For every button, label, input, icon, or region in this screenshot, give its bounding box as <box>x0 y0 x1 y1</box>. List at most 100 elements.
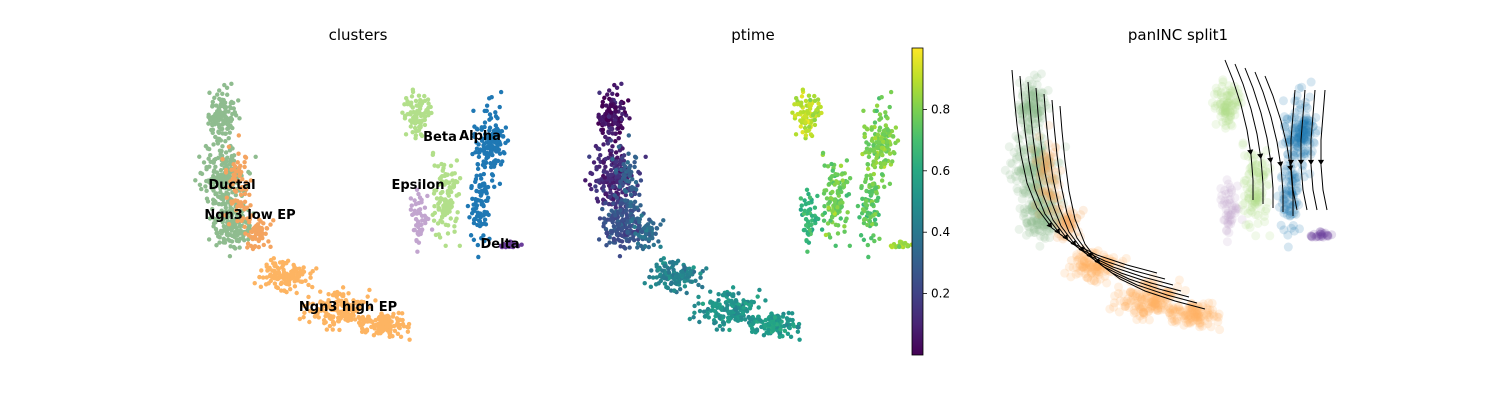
cluster-point <box>250 246 256 252</box>
cluster-point <box>217 108 222 114</box>
cluster-point <box>483 222 489 227</box>
ptime-point <box>627 116 632 121</box>
cluster-point <box>283 280 288 286</box>
cluster-point <box>326 297 331 303</box>
cluster-point <box>307 319 312 325</box>
cluster-point <box>448 216 453 221</box>
cluster-point <box>489 94 494 100</box>
cluster-point <box>473 150 478 155</box>
cluster-point <box>499 244 504 249</box>
ptime-point <box>619 81 624 87</box>
stream-point <box>1018 118 1028 128</box>
ptime-point <box>696 301 701 306</box>
ptime-point <box>878 161 883 166</box>
cluster-point <box>223 114 228 119</box>
cluster-point <box>420 113 426 118</box>
ptime-point <box>860 207 866 212</box>
cluster-label: Alpha <box>459 129 501 144</box>
ptime-point <box>885 144 890 149</box>
ptime-point <box>855 203 861 209</box>
cluster-point <box>213 226 219 232</box>
stream-point <box>1294 224 1304 234</box>
cluster-point <box>229 117 235 122</box>
cluster-point <box>282 288 287 293</box>
colorbar-gradient <box>911 47 924 356</box>
ptime-point <box>622 164 628 169</box>
ptime-point <box>893 125 899 130</box>
cluster-point <box>231 106 236 111</box>
ptime-point <box>891 149 896 155</box>
cluster-point <box>242 164 247 170</box>
cluster-point <box>315 311 320 316</box>
cluster-point <box>327 302 332 307</box>
ptime-point <box>871 143 876 148</box>
cluster-point <box>212 95 217 101</box>
ptime-point <box>600 121 606 127</box>
ptime-point <box>878 115 884 121</box>
ptime-point <box>632 186 637 191</box>
cluster-point <box>481 171 487 177</box>
cluster-point <box>256 244 262 250</box>
ptime-point <box>632 237 637 243</box>
ptime-point <box>803 216 809 222</box>
cluster-point <box>223 213 228 218</box>
ptime-point <box>604 103 609 108</box>
cluster-point <box>480 181 485 187</box>
ptime-point <box>609 103 614 108</box>
cluster-point <box>337 316 343 322</box>
cluster-point <box>442 202 447 208</box>
ptime-points <box>583 81 914 342</box>
ptime-point <box>698 275 703 280</box>
cluster-point <box>482 163 487 168</box>
ptime-point <box>877 112 883 117</box>
ptime-point <box>607 240 612 245</box>
ptime-point <box>873 222 879 227</box>
cluster-point <box>372 323 377 328</box>
ptime-point <box>789 311 795 316</box>
cluster-point <box>473 201 478 207</box>
cluster-point <box>268 244 273 250</box>
ptime-point <box>618 100 624 106</box>
ptime-point <box>617 253 623 259</box>
cluster-point <box>261 242 267 248</box>
cluster-point <box>234 237 239 242</box>
cluster-point <box>452 224 457 229</box>
ptime-point <box>613 105 618 111</box>
cluster-point <box>235 178 241 184</box>
ptime-point <box>780 334 785 339</box>
stream-point <box>1306 77 1316 87</box>
cluster-point <box>349 315 354 321</box>
cluster-point <box>431 218 437 223</box>
cluster-point <box>450 178 455 183</box>
cluster-point <box>485 195 491 201</box>
ptime-point <box>600 99 605 105</box>
cluster-point <box>223 109 229 114</box>
cluster-point <box>326 291 331 297</box>
ptime-point <box>682 264 687 270</box>
stream-point <box>1028 144 1038 154</box>
ptime-point <box>840 178 845 183</box>
cluster-point <box>501 149 506 155</box>
cluster-point <box>301 265 306 270</box>
ptime-point <box>654 226 659 231</box>
stream-point <box>1018 102 1028 112</box>
cluster-point <box>408 207 414 212</box>
ptime-point <box>844 158 850 163</box>
ptime-point <box>785 331 791 337</box>
stream-point <box>1027 79 1037 89</box>
cluster-point <box>475 222 480 228</box>
cluster-point <box>340 285 346 290</box>
ptime-point <box>806 110 811 116</box>
ptime-point <box>778 327 783 332</box>
ptime-point <box>733 307 738 312</box>
stream-point <box>1030 200 1040 210</box>
ptime-point <box>658 257 664 263</box>
stream-point <box>1240 151 1250 161</box>
ptime-point <box>771 324 776 330</box>
cluster-point <box>418 120 424 125</box>
ptime-point <box>881 161 887 166</box>
ptime-point <box>838 216 843 221</box>
cluster-point <box>226 144 232 149</box>
ptime-colorbar: 0.20.40.60.8 <box>911 47 950 356</box>
cluster-point <box>207 117 213 122</box>
